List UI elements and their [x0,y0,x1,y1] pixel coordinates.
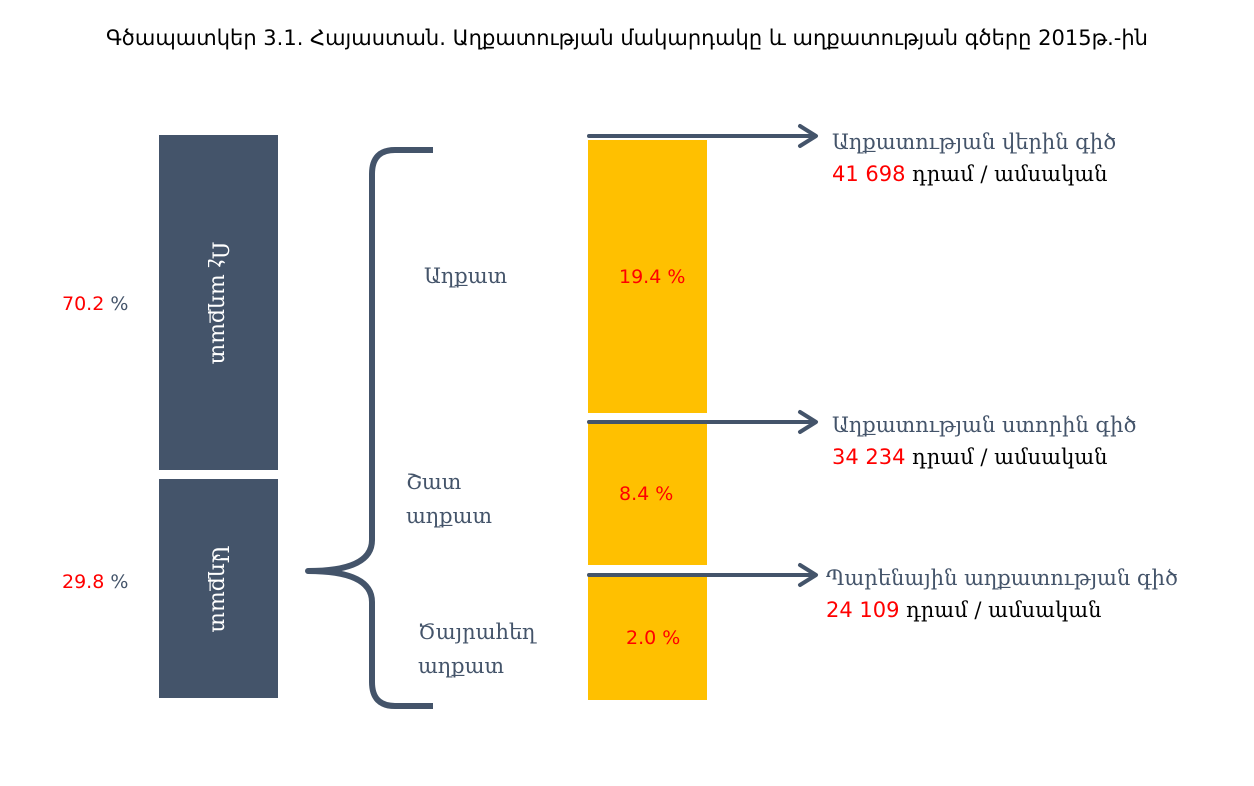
non-poor-bar: Ոչ աղքատ [159,135,278,470]
non-poor-percent-sign: % [110,293,129,315]
lower-line-value: 34 234 դրամ / ամսական [832,441,1136,473]
upper-line-amount: 41 698 [832,162,906,186]
poor-segment-value: 19.4 % [619,265,686,288]
food-line-amount: 24 109 [826,598,900,622]
poor-bar: Աղքատ [159,479,278,698]
lower-line-name: Աղքատության ստորին գիծ [832,413,1137,437]
category-poor: Աղքատ [424,259,507,293]
category-extreme-poor: Ծայրահեղ աղքատ [418,615,536,683]
category-extreme-poor-line1: Ծայրահեղ [418,620,536,644]
upper-line-arrow [587,124,818,148]
poor-percent-sign: % [110,571,129,593]
food-line-name: Պարենային աղքատության գիծ [826,566,1178,590]
upper-poverty-line-label: Աղքատության վերին գիծ 41 698 դրամ / ամսա… [832,126,1116,190]
food-line-value: 24 109 դրամ / ամսական [826,594,1178,626]
category-extreme-poor-line2: աղքատ [418,654,505,678]
upper-line-name: Աղքատության վերին գիծ [832,130,1117,154]
lower-line-unit: դրամ / ամսական [912,445,1108,469]
poor-percent-value: 29.8 [62,571,105,593]
food-line-arrow [587,563,818,587]
extreme-poor-segment-value: 2.0 % [626,626,681,649]
category-very-poor-line2: աղքատ [406,504,493,528]
poor-segment: 19.4 % [588,140,707,413]
upper-line-unit: դրամ / ամսական [912,162,1108,186]
upper-line-value: 41 698 դրամ / ամսական [832,158,1116,190]
category-very-poor: Շատ աղքատ [406,465,492,533]
non-poor-percent-value: 70.2 [62,293,105,315]
very-poor-segment: 8.4 % [588,423,707,565]
curly-brace [305,147,433,709]
poor-percent: 29.8 % [62,571,128,593]
figure-title: Գծապատկեր 3.1. Հայաստան. Աղքատության մակ… [105,26,1148,50]
lower-line-amount: 34 234 [832,445,906,469]
category-poor-label: Աղքատ [424,264,508,288]
lower-poverty-line-label: Աղքատության ստորին գիծ 34 234 դրամ / ամս… [832,409,1136,473]
category-very-poor-line1: Շատ [406,470,462,494]
non-poor-percent: 70.2 % [62,293,128,315]
extreme-poor-segment: 2.0 % [588,575,707,700]
food-poverty-line-label: Պարենային աղքատության գիծ 24 109 դրամ / … [826,562,1178,626]
lower-line-arrow [587,410,818,434]
food-line-unit: դրամ / ամսական [906,598,1102,622]
very-poor-segment-value: 8.4 % [619,483,674,505]
